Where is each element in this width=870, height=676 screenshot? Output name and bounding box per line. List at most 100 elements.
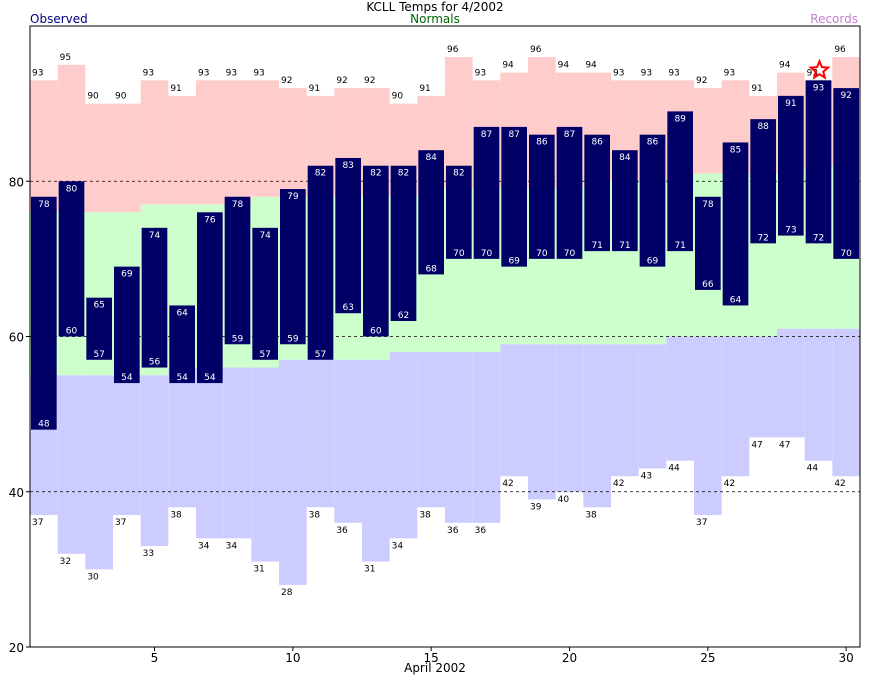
record-high-band <box>196 80 224 205</box>
record-low-label: 37 <box>696 518 707 528</box>
observed-low-label: 59 <box>232 334 244 344</box>
observed-low-label: 54 <box>121 373 133 383</box>
record-low-band <box>140 375 169 547</box>
record-high-label: 91 <box>309 84 320 94</box>
record-high-band <box>30 80 58 213</box>
record-low-label: 42 <box>502 479 513 489</box>
record-low-band <box>638 344 667 469</box>
record-low-band <box>832 328 860 477</box>
record-high-band <box>279 88 307 197</box>
record-low-band <box>168 367 196 508</box>
record-low-label: 42 <box>724 479 735 489</box>
record-low-band <box>694 336 722 516</box>
observed-bar <box>86 297 112 360</box>
observed-low-label: 54 <box>204 373 216 383</box>
observed-bar <box>390 165 417 321</box>
observed-bar <box>31 196 57 430</box>
record-high-label: 91 <box>751 84 762 94</box>
record-high-label: 93 <box>475 68 486 78</box>
observed-low-label: 63 <box>342 303 353 313</box>
record-high-label: 93 <box>253 68 264 78</box>
observed-high-label: 78 <box>232 200 244 210</box>
record-low-label: 42 <box>613 479 624 489</box>
record-low-label: 36 <box>447 526 459 536</box>
record-low-label: 32 <box>60 557 71 567</box>
x-tick-label: 15 <box>424 651 439 665</box>
record-high-label: 90 <box>115 92 127 102</box>
record-low-label: 47 <box>751 440 762 450</box>
observed-bar <box>224 196 251 345</box>
observed-low-label: 56 <box>149 358 161 368</box>
observed-high-label: 93 <box>813 83 824 93</box>
record-high-label: 93 <box>613 68 624 78</box>
observed-high-label: 76 <box>204 215 216 225</box>
observed-low-label: 70 <box>536 249 548 259</box>
observed-low-label: 60 <box>370 327 382 337</box>
observed-high-label: 74 <box>149 231 161 241</box>
record-low-band <box>417 352 445 508</box>
observed-high-label: 82 <box>398 169 409 179</box>
record-low-band <box>445 352 473 523</box>
observed-high-label: 82 <box>453 169 464 179</box>
observed-bar <box>307 165 334 360</box>
record-low-label: 37 <box>115 518 126 528</box>
record-high-label: 94 <box>779 61 791 71</box>
observed-high-label: 82 <box>370 169 381 179</box>
y-tick-label: 40 <box>9 486 24 500</box>
observed-bar <box>833 88 859 259</box>
observed-low-label: 70 <box>840 249 852 259</box>
observed-low-label: 73 <box>785 226 796 236</box>
record-low-label: 31 <box>364 565 375 575</box>
observed-low-label: 72 <box>757 233 768 243</box>
observed-bar <box>169 305 195 384</box>
observed-high-label: 88 <box>757 122 769 132</box>
observed-high-label: 89 <box>674 114 686 124</box>
record-low-band <box>85 375 113 570</box>
record-high-label: 96 <box>530 45 542 55</box>
record-high-label: 93 <box>724 68 735 78</box>
observed-bar <box>556 126 583 259</box>
record-low-band <box>251 367 279 562</box>
record-low-band <box>223 367 252 539</box>
observed-bar <box>584 134 610 252</box>
record-low-label: 33 <box>143 549 154 559</box>
observed-bar <box>805 80 832 244</box>
record-low-band <box>721 336 750 477</box>
record-high-band <box>223 80 252 205</box>
record-low-band <box>555 344 584 492</box>
record-low-label: 28 <box>281 588 293 598</box>
observed-low-label: 69 <box>647 257 659 267</box>
record-low-band <box>196 367 224 539</box>
observed-bar <box>141 227 168 368</box>
record-low-label: 40 <box>558 495 570 505</box>
observed-high-label: 91 <box>785 99 796 109</box>
record-low-band <box>777 328 805 438</box>
observed-low-label: 48 <box>38 420 50 430</box>
record-low-label: 37 <box>32 518 43 528</box>
observed-bar <box>750 119 776 244</box>
x-tick-label: 25 <box>700 651 715 665</box>
record-low-band <box>362 359 390 562</box>
record-high-band <box>694 88 722 174</box>
record-high-band <box>251 80 279 197</box>
record-low-band <box>389 352 418 539</box>
record-low-band <box>500 344 528 477</box>
record-low-band <box>306 359 335 508</box>
x-tick-label: 10 <box>285 651 300 665</box>
observed-bar <box>695 196 721 290</box>
observed-high-label: 86 <box>591 138 603 148</box>
record-high-label: 92 <box>281 76 292 86</box>
record-low-band <box>472 352 501 523</box>
observed-high-label: 87 <box>564 130 575 140</box>
observed-bar <box>529 134 555 259</box>
record-low-label: 39 <box>530 503 542 513</box>
observed-high-label: 64 <box>176 308 188 318</box>
record-high-label: 92 <box>336 76 347 86</box>
observed-high-label: 84 <box>619 153 631 163</box>
observed-high-label: 82 <box>315 169 326 179</box>
observed-bar <box>612 150 638 252</box>
observed-high-label: 74 <box>259 231 271 241</box>
record-high-label: 91 <box>170 84 181 94</box>
record-high-label: 96 <box>447 45 459 55</box>
